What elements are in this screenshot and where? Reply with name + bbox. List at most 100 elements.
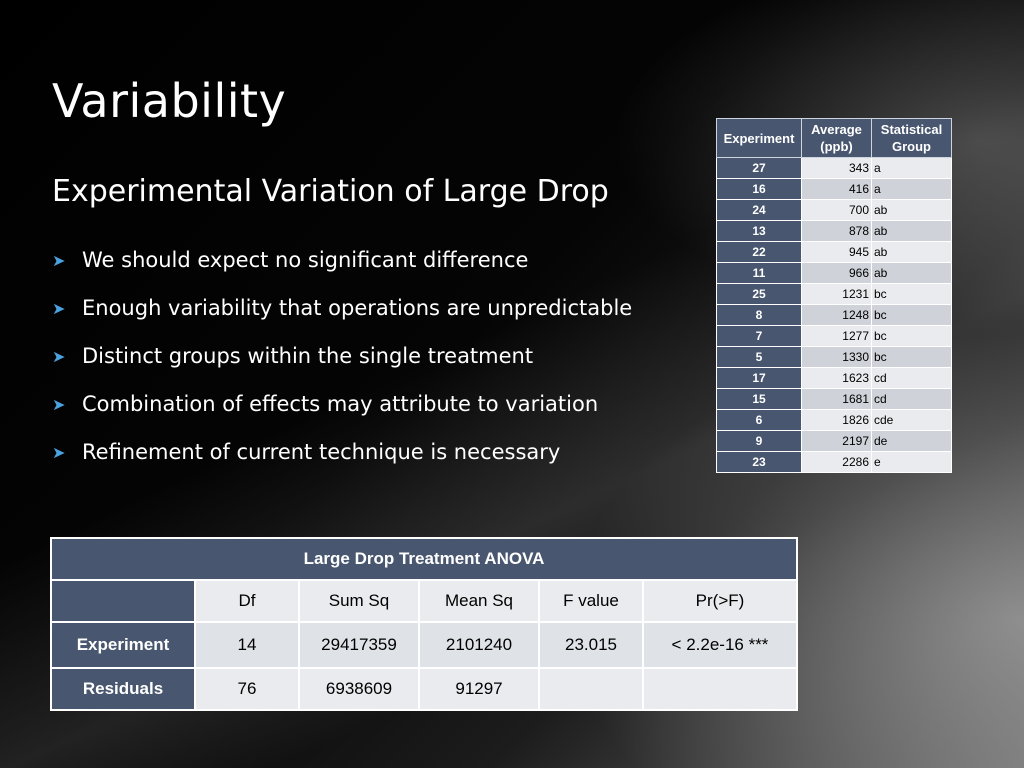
anova-cell bbox=[642, 667, 798, 711]
bullet-item: ➤ Combination of effects may attribute to… bbox=[52, 380, 692, 428]
average-ppb-cell: 966 bbox=[801, 262, 872, 284]
statistical-group-cell: ab bbox=[871, 262, 952, 284]
anova-cell: 76 bbox=[194, 667, 300, 711]
bullet-item: ➤ Refinement of current technique is nece… bbox=[52, 428, 692, 476]
experiment-id-cell: 6 bbox=[716, 409, 802, 431]
average-ppb-cell: 343 bbox=[801, 157, 872, 179]
experiment-id-cell: 23 bbox=[716, 451, 802, 473]
bullet-item: ➤ We should expect no significant differe… bbox=[52, 236, 692, 284]
statistical-group-cell: bc bbox=[871, 346, 952, 368]
experiment-id-cell: 13 bbox=[716, 220, 802, 242]
anova-cell: 23.015 bbox=[538, 621, 644, 669]
experiment-id-cell: 9 bbox=[716, 430, 802, 452]
column-header-experiment: Experiment bbox=[716, 118, 802, 158]
table-row: 8 1248 bc bbox=[716, 304, 952, 326]
anova-cell: 29417359 bbox=[298, 621, 420, 669]
anova-cell: 91297 bbox=[418, 667, 540, 711]
experiment-id-cell: 7 bbox=[716, 325, 802, 347]
bullet-text: We should expect no significant differen… bbox=[82, 248, 529, 272]
experiment-id-cell: 15 bbox=[716, 388, 802, 410]
statistical-group-cell: bc bbox=[871, 304, 952, 326]
table-header-row: Experiment Average (ppb) Statistical Gro… bbox=[716, 118, 952, 158]
table-row: 11 966 ab bbox=[716, 262, 952, 284]
table-row: 5 1330 bc bbox=[716, 346, 952, 368]
statistical-group-cell: de bbox=[871, 430, 952, 452]
anova-cell: 6938609 bbox=[298, 667, 420, 711]
statistical-group-cell: e bbox=[871, 451, 952, 473]
column-header-group: Statistical Group bbox=[871, 118, 952, 158]
statistical-group-cell: ab bbox=[871, 199, 952, 221]
statistical-group-cell: cd bbox=[871, 367, 952, 389]
table-row: 17 1623 cd bbox=[716, 367, 952, 389]
slide-title: Variability bbox=[52, 74, 287, 128]
anova-caption: Large Drop Treatment ANOVA bbox=[50, 537, 798, 581]
experiment-id-cell: 8 bbox=[716, 304, 802, 326]
arrow-bullet-icon: ➤ bbox=[52, 346, 66, 366]
bullet-text: Enough variability that operations are u… bbox=[82, 296, 633, 320]
table-row: 6 1826 cde bbox=[716, 409, 952, 431]
anova-row-label: Residuals bbox=[50, 667, 196, 711]
anova-cell: 14 bbox=[194, 621, 300, 669]
statistical-group-cell: bc bbox=[871, 283, 952, 305]
experiment-id-cell: 17 bbox=[716, 367, 802, 389]
anova-table: Large Drop Treatment ANOVA Df Sum Sq Mea… bbox=[50, 537, 798, 711]
anova-column-header: Sum Sq bbox=[298, 579, 420, 623]
statistical-group-cell: cde bbox=[871, 409, 952, 431]
experiment-table-body: 27 343 a 16 416 a 24 700 ab 13 878 ab 22 945 ab 11 966 ab… bbox=[716, 157, 952, 473]
arrow-bullet-icon: ➤ bbox=[52, 250, 66, 270]
table-row: 13 878 ab bbox=[716, 220, 952, 242]
anova-column-header: F value bbox=[538, 579, 644, 623]
arrow-bullet-icon: ➤ bbox=[52, 394, 66, 414]
average-ppb-cell: 1623 bbox=[801, 367, 872, 389]
anova-cell: < 2.2e-16 *** bbox=[642, 621, 798, 669]
column-header-average: Average (ppb) bbox=[801, 118, 872, 158]
statistical-group-cell: ab bbox=[871, 241, 952, 263]
experiment-id-cell: 27 bbox=[716, 157, 802, 179]
table-row: 22 945 ab bbox=[716, 241, 952, 263]
average-ppb-cell: 700 bbox=[801, 199, 872, 221]
table-row: 7 1277 bc bbox=[716, 325, 952, 347]
table-row: 16 416 a bbox=[716, 178, 952, 200]
arrow-bullet-icon: ➤ bbox=[52, 298, 66, 318]
average-ppb-cell: 878 bbox=[801, 220, 872, 242]
table-row: 9 2197 de bbox=[716, 430, 952, 452]
experiment-id-cell: 25 bbox=[716, 283, 802, 305]
anova-cell bbox=[538, 667, 644, 711]
anova-column-header: Pr(>F) bbox=[642, 579, 798, 623]
anova-row-label: Experiment bbox=[50, 621, 196, 669]
bullet-text: Distinct groups within the single treatm… bbox=[82, 344, 534, 368]
experiment-id-cell: 16 bbox=[716, 178, 802, 200]
arrow-bullet-icon: ➤ bbox=[52, 442, 66, 462]
average-ppb-cell: 2286 bbox=[801, 451, 872, 473]
slide-subtitle: Experimental Variation of Large Drop bbox=[52, 174, 609, 209]
average-ppb-cell: 1330 bbox=[801, 346, 872, 368]
anova-column-header: Df bbox=[194, 579, 300, 623]
experiment-id-cell: 22 bbox=[716, 241, 802, 263]
bullet-list: ➤ We should expect no significant differe… bbox=[52, 236, 692, 476]
table-row: Experiment 14 29417359 2101240 23.015 < … bbox=[50, 621, 798, 669]
table-row: 23 2286 e bbox=[716, 451, 952, 473]
bullet-text: Combination of effects may attribute to … bbox=[82, 392, 599, 416]
bullet-text: Refinement of current technique is neces… bbox=[82, 440, 561, 464]
average-ppb-cell: 945 bbox=[801, 241, 872, 263]
statistical-group-cell: ab bbox=[871, 220, 952, 242]
experiment-averages-table: Experiment Average (ppb) Statistical Gro… bbox=[716, 118, 952, 473]
table-row: 25 1231 bc bbox=[716, 283, 952, 305]
experiment-id-cell: 5 bbox=[716, 346, 802, 368]
anova-cell: 2101240 bbox=[418, 621, 540, 669]
average-ppb-cell: 1277 bbox=[801, 325, 872, 347]
anova-corner-cell bbox=[50, 579, 196, 623]
average-ppb-cell: 1248 bbox=[801, 304, 872, 326]
statistical-group-cell: a bbox=[871, 157, 952, 179]
anova-header-row: Df Sum Sq Mean Sq F value Pr(>F) bbox=[50, 579, 798, 623]
experiment-id-cell: 11 bbox=[716, 262, 802, 284]
anova-column-header: Mean Sq bbox=[418, 579, 540, 623]
average-ppb-cell: 2197 bbox=[801, 430, 872, 452]
average-ppb-cell: 1681 bbox=[801, 388, 872, 410]
statistical-group-cell: a bbox=[871, 178, 952, 200]
table-row: 24 700 ab bbox=[716, 199, 952, 221]
table-row: 15 1681 cd bbox=[716, 388, 952, 410]
bullet-item: ➤ Distinct groups within the single treat… bbox=[52, 332, 692, 380]
bullet-item: ➤ Enough variability that operations are … bbox=[52, 284, 692, 332]
average-ppb-cell: 1826 bbox=[801, 409, 872, 431]
